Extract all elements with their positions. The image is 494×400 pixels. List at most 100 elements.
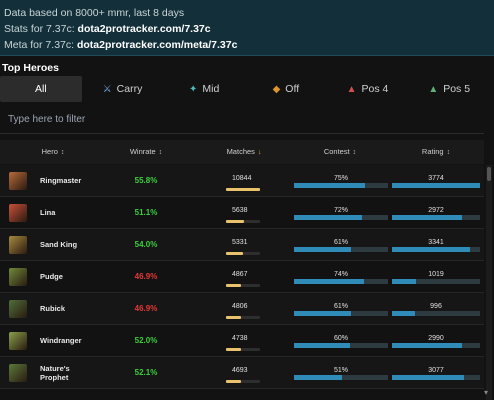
tab-off[interactable]: ◆ Off (245, 76, 327, 102)
column-label: Rating (421, 147, 444, 156)
rating-value: 1019 (428, 271, 444, 278)
hero-name[interactable]: Lina (40, 208, 56, 217)
rating-value: 3341 (428, 239, 444, 246)
table-row[interactable]: Rubick 46.9% 4806 61% 996 (0, 293, 484, 325)
mid-icon: ✦ (189, 83, 198, 95)
sort-desc-icon: ↓ (257, 149, 262, 156)
hero-name[interactable]: Nature's Prophet (40, 363, 70, 382)
sort-icon: ↕ (60, 149, 65, 156)
hero-winrate: 52.1% (134, 368, 158, 377)
hero-table-body: Ringmaster 55.8% 10844 75% 3774 Lina 51.1% 5638… (0, 165, 484, 389)
contest-bar (294, 343, 350, 348)
tab-mid[interactable]: ✦ Mid (163, 76, 245, 102)
tab-label: Pos 5 (443, 83, 471, 95)
column-label: Winrate (129, 147, 156, 156)
hero-winrate: 52.0% (134, 336, 158, 345)
rating-bar (392, 183, 480, 188)
contest-bar-track (294, 343, 388, 348)
hero-winrate: 54.0% (134, 240, 158, 249)
matches-value: 4867 (232, 271, 248, 278)
hero-name[interactable]: Sand King (40, 240, 78, 249)
tab-pos4[interactable]: ▲ Pos 4 (327, 76, 409, 102)
data-basis-text: Data based on 8000+ mmr, last 8 days (4, 7, 185, 19)
table-scrollbar[interactable] (486, 165, 492, 400)
hero-matches: 5331 (226, 229, 262, 260)
matches-value: 4738 (232, 335, 248, 342)
stats-link[interactable]: dota2protracker.com/7.37c (77, 23, 211, 35)
contest-bar (294, 279, 364, 284)
hero-winrate: 55.8% (134, 176, 158, 185)
rating-value: 2972 (428, 207, 444, 214)
hero-rating: 996 (390, 293, 482, 324)
column-header-contest[interactable]: Contest ↕ (310, 140, 370, 164)
hero-name[interactable]: Ringmaster (40, 176, 82, 185)
rating-bar-track (392, 279, 480, 284)
hero-rating: 2990 (390, 325, 482, 356)
rating-bar (392, 311, 415, 316)
hero-contest: 51% (292, 357, 390, 388)
column-header-rating[interactable]: Rating ↕ (406, 140, 466, 164)
column-header-hero[interactable]: Hero ↕ (28, 140, 78, 164)
contest-bar (294, 311, 351, 316)
matches-bar (226, 220, 244, 223)
rating-value: 3774 (428, 175, 444, 182)
contest-bar (294, 247, 351, 252)
tab-pos5[interactable]: ▲ Pos 5 (408, 76, 490, 102)
tab-label: Pos 4 (361, 83, 389, 95)
hero-avatar (9, 364, 27, 382)
matches-bar (226, 380, 241, 383)
matches-bar-track (226, 284, 260, 287)
rating-bar-track (392, 311, 480, 316)
hero-name[interactable]: Windranger (40, 336, 82, 345)
tab-label: Carry (116, 83, 143, 95)
contest-bar (294, 215, 362, 220)
contest-value: 75% (333, 175, 348, 182)
rating-value: 3077 (428, 367, 444, 374)
rating-value: 996 (430, 303, 442, 310)
tab-all[interactable]: All (0, 76, 82, 102)
table-row[interactable]: Ringmaster 55.8% 10844 75% 3774 (0, 165, 484, 197)
tab-carry[interactable]: ⚔ Carry (82, 76, 164, 102)
table-row[interactable]: Sand King 54.0% 5331 61% 3341 (0, 229, 484, 261)
matches-bar (226, 348, 241, 351)
hero-winrate: 46.9% (134, 304, 158, 313)
matches-bar (226, 188, 260, 191)
hero-winrate: 51.1% (134, 208, 158, 217)
hero-winrate: 46.9% (134, 272, 158, 281)
contest-value: 72% (333, 207, 348, 214)
rating-bar (392, 247, 470, 252)
column-header-winrate[interactable]: Winrate ↕ (116, 140, 176, 164)
table-row[interactable]: Windranger 52.0% 4738 60% 2990 (0, 325, 484, 357)
table-row[interactable]: Pudge 46.9% 4867 74% 1019 (0, 261, 484, 293)
contest-bar (294, 183, 365, 188)
tab-label: All (35, 83, 47, 95)
matches-value: 5331 (232, 239, 248, 246)
hero-avatar (9, 332, 27, 350)
column-label: Matches (226, 147, 255, 156)
table-row[interactable]: Lina 51.1% 5638 72% 2972 (0, 197, 484, 229)
scroll-thumb[interactable] (487, 167, 491, 181)
table-row[interactable]: Nature's Prophet 52.1% 4693 51% 3077 (0, 357, 484, 389)
section-title: Top Heroes (2, 62, 59, 74)
matches-bar-track (226, 348, 260, 351)
hero-name[interactable]: Rubick (40, 304, 66, 313)
contest-value: 61% (333, 239, 348, 246)
hero-filter-input[interactable] (0, 106, 484, 133)
tab-label: Mid (202, 83, 220, 95)
scroll-down-icon[interactable]: ▾ (484, 388, 489, 397)
hero-avatar (9, 204, 27, 222)
matches-bar (226, 284, 241, 287)
hero-contest: 75% (292, 165, 390, 196)
hero-contest: 61% (292, 229, 390, 260)
rating-bar-track (392, 375, 480, 380)
hero-matches: 4738 (226, 325, 262, 356)
contest-bar-track (294, 279, 388, 284)
rating-bar (392, 279, 416, 284)
matches-value: 4806 (232, 303, 248, 310)
meta-link[interactable]: dota2protracker.com/meta/7.37c (76, 39, 238, 51)
column-header-matches[interactable]: Matches ↓ (214, 140, 274, 164)
hero-name[interactable]: Pudge (40, 272, 63, 281)
matches-value: 4693 (232, 367, 248, 374)
hero-matches: 10844 (226, 165, 262, 196)
hero-avatar (9, 172, 27, 190)
